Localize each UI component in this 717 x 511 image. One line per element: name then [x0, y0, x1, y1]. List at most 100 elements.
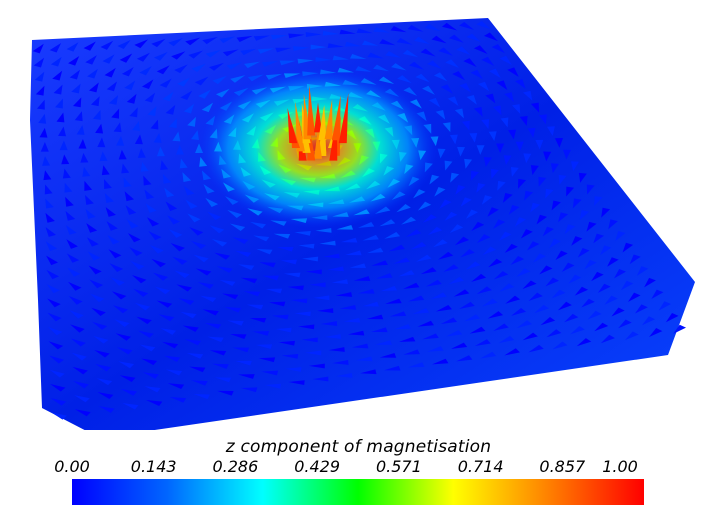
arrow-glyph	[366, 314, 384, 320]
arrow-glyph	[405, 229, 422, 237]
arrow-glyph	[132, 120, 140, 131]
arrow-glyph	[71, 352, 87, 361]
arrow-glyph	[191, 130, 199, 140]
colorbar-tick-label: 0.857	[539, 457, 586, 476]
arrow-glyph	[465, 261, 481, 270]
arrow-glyph	[50, 398, 67, 406]
arrow-glyph	[427, 60, 442, 69]
arrow-glyph	[533, 253, 546, 263]
arrow-glyph	[618, 319, 632, 329]
arrow-glyph	[72, 366, 88, 375]
arrow-glyph	[104, 67, 116, 78]
arrow-glyph	[205, 197, 219, 207]
arrow-glyph	[511, 104, 521, 114]
arrow-glyph	[422, 214, 437, 223]
arrow-glyph	[174, 270, 190, 279]
arrow-glyph	[281, 353, 299, 359]
arrow-glyph	[424, 23, 441, 32]
arrow-glyph	[265, 288, 283, 294]
arrow-glyph	[396, 37, 413, 45]
arrow-glyph	[500, 117, 509, 128]
arrow-glyph	[551, 289, 566, 299]
arrow-glyph	[189, 227, 204, 236]
arrow-glyph	[422, 85, 435, 95]
arrow-glyph	[145, 203, 157, 213]
arrow-glyph	[557, 301, 572, 311]
arrow-glyph	[84, 194, 94, 205]
arrow-glyph	[464, 314, 481, 322]
arrow-glyph	[110, 277, 125, 286]
arrow-glyph	[535, 139, 544, 150]
arrow-glyph	[124, 80, 136, 91]
arrow-glyph	[335, 292, 353, 297]
arrow-glyph	[454, 236, 470, 246]
arrow-glyph	[184, 339, 202, 346]
arrow-glyph	[453, 289, 470, 297]
arrow-glyph	[287, 285, 304, 291]
core-spike	[314, 128, 322, 159]
arrow-glyph	[373, 27, 390, 33]
arrow-glyph	[456, 46, 471, 55]
arrow-glyph	[591, 271, 604, 282]
arrow-glyph	[65, 210, 76, 221]
arrow-glyph	[170, 242, 185, 252]
arrow-glyph	[144, 189, 155, 200]
arrow-glyph	[502, 192, 513, 203]
arrow-glyph	[499, 283, 515, 292]
arrow-glyph	[615, 231, 626, 241]
arrow-glyph	[89, 279, 104, 289]
arrow-glyph	[332, 55, 350, 61]
arrow-glyph	[484, 32, 498, 42]
arrow-glyph	[109, 263, 124, 273]
arrow-glyph	[117, 40, 131, 50]
arrow-glyph	[315, 57, 332, 62]
arrow-glyph	[319, 240, 336, 246]
arrow-glyph	[160, 160, 169, 171]
arrow-glyph	[308, 363, 325, 369]
arrow-glyph	[435, 109, 446, 120]
arrow-glyph	[51, 412, 67, 420]
arrow-glyph	[297, 58, 314, 64]
arrow-glyph	[328, 347, 345, 352]
arrow-glyph	[180, 90, 193, 101]
arrow-glyph	[393, 257, 410, 264]
arrow-glyph	[73, 381, 89, 389]
arrow-glyph	[69, 69, 80, 80]
arrow-glyph	[417, 201, 432, 211]
arrow-glyph	[340, 237, 358, 243]
arrow-glyph	[658, 301, 671, 311]
arrow-glyph	[449, 224, 464, 234]
arrow-glyph	[504, 92, 514, 103]
core-spike	[338, 93, 349, 144]
arrow-glyph	[191, 63, 206, 73]
arrow-glyph	[116, 347, 133, 355]
arrow-glyph	[208, 62, 224, 71]
colorbar-tick-label: 0.571	[375, 457, 422, 476]
arrow-glyph	[214, 252, 231, 260]
arrow-glyph	[240, 48, 257, 56]
arrow-glyph	[549, 238, 561, 249]
arrow-glyph	[546, 329, 562, 338]
arrow-glyph	[285, 367, 302, 372]
arrow-glyph	[349, 53, 367, 60]
arrow-glyph	[55, 98, 63, 109]
arrow-glyph	[74, 395, 90, 403]
arrow-glyph	[179, 158, 188, 169]
arrow-glyph	[85, 209, 96, 219]
arrow-glyph	[384, 365, 401, 371]
arrow-glyph	[578, 172, 587, 183]
arrow-glyph	[50, 383, 66, 392]
arrow-glyph	[515, 79, 526, 89]
arrow-glyph	[96, 378, 113, 386]
arrow-glyph	[134, 39, 149, 49]
arrow-glyph	[146, 400, 163, 407]
arrow-glyph	[462, 120, 470, 131]
arrow-glyph	[463, 58, 477, 68]
arrow-glyph	[476, 286, 492, 295]
arrow-glyph	[523, 90, 533, 101]
arrow-glyph	[586, 221, 597, 232]
arrow-glyph	[222, 293, 239, 300]
arrow-glyph	[550, 163, 559, 174]
arrow-glyph	[139, 344, 156, 352]
arrow-glyph	[485, 93, 496, 104]
